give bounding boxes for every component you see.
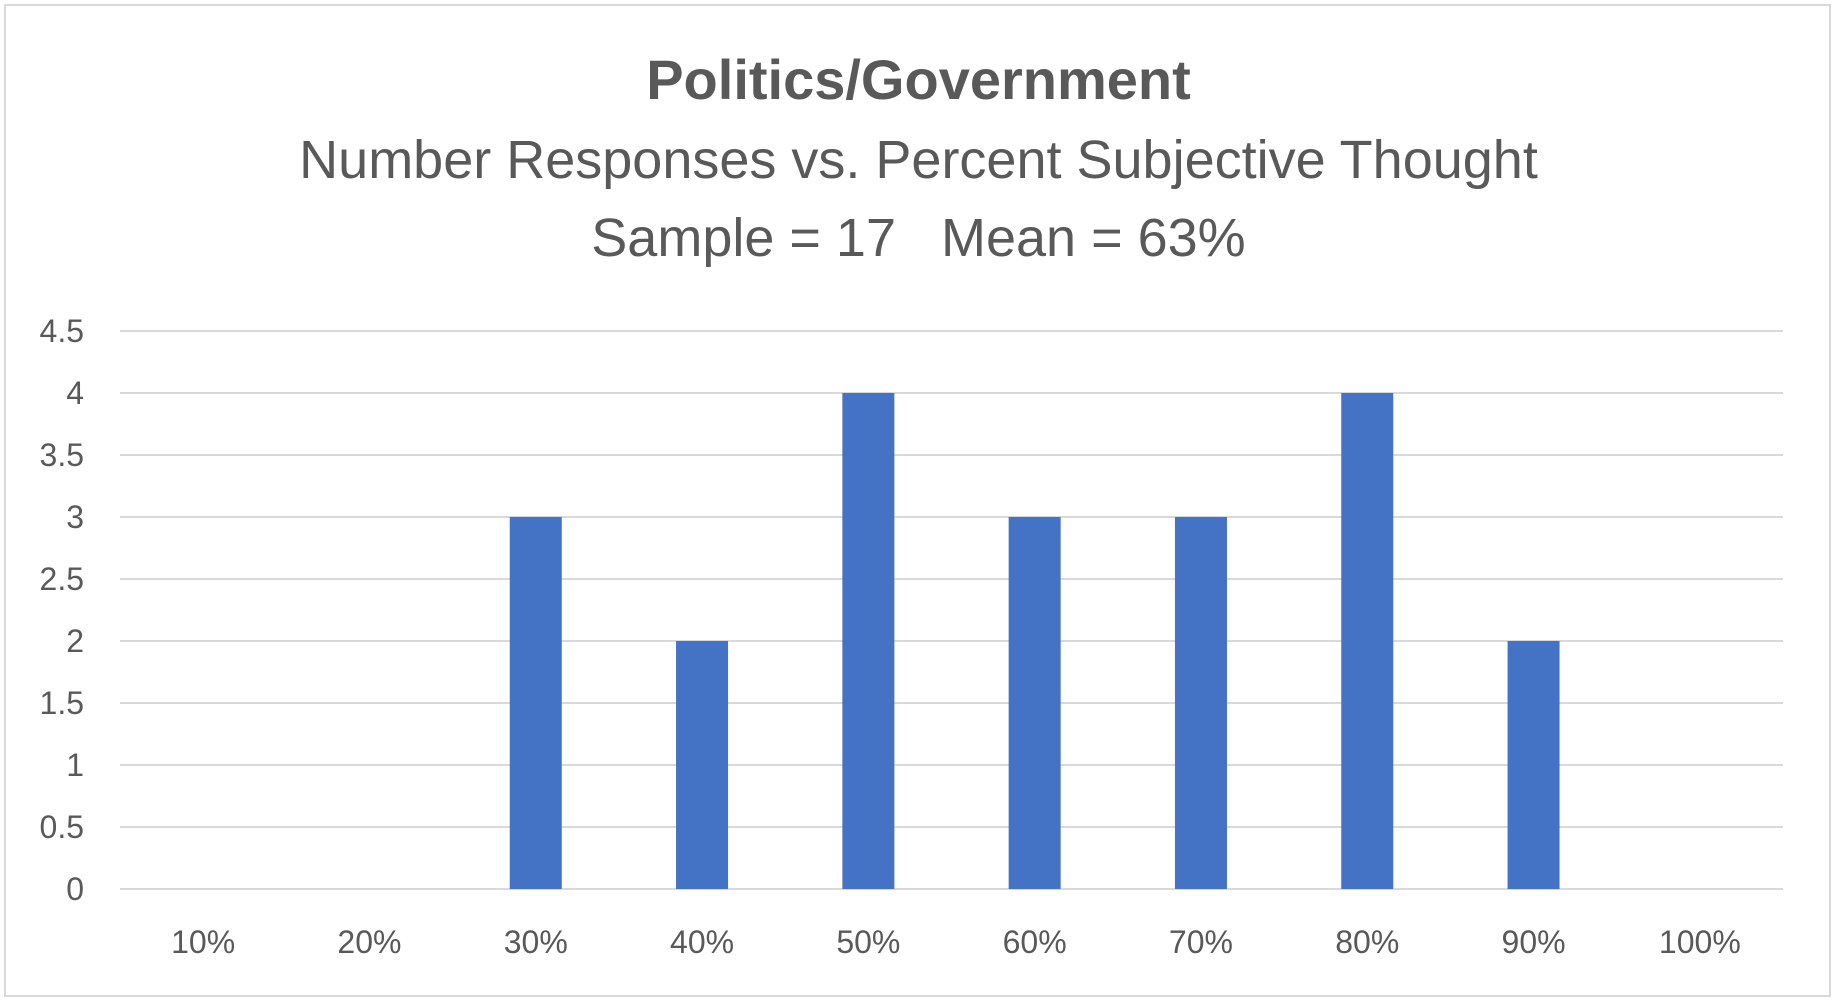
y-tick-label: 2 bbox=[66, 623, 84, 659]
bar-60pct bbox=[1008, 517, 1061, 889]
x-tick-label: 10% bbox=[171, 924, 235, 960]
x-axis-tick-labels: 10% 20% 30% 40% 50% 60% 70% 80% 90% 100% bbox=[171, 924, 1741, 960]
bar-30pct bbox=[509, 517, 562, 889]
y-tick-label: 4.5 bbox=[40, 313, 84, 349]
y-tick-label: 1 bbox=[66, 747, 84, 783]
gridlines bbox=[120, 330, 1783, 890]
bar-90pct bbox=[1507, 641, 1560, 889]
chart-title: Politics/Government bbox=[646, 48, 1191, 111]
x-tick-label: 100% bbox=[1659, 924, 1741, 960]
x-tick-label: 80% bbox=[1335, 924, 1399, 960]
x-tick-label: 70% bbox=[1169, 924, 1233, 960]
bars bbox=[509, 393, 1560, 889]
x-tick-label: 60% bbox=[1003, 924, 1067, 960]
y-tick-label: 0.5 bbox=[40, 809, 84, 845]
x-tick-label: 90% bbox=[1502, 924, 1566, 960]
x-tick-label: 20% bbox=[337, 924, 401, 960]
bar-50pct bbox=[842, 393, 895, 889]
y-tick-label: 0 bbox=[66, 871, 84, 907]
x-tick-label: 50% bbox=[836, 924, 900, 960]
y-axis-tick-labels: 0 0.5 1 1.5 2 2.5 3 3.5 4 4.5 bbox=[40, 313, 84, 907]
y-tick-label: 4 bbox=[66, 375, 84, 411]
bar-40pct bbox=[676, 641, 729, 889]
y-tick-label: 3 bbox=[66, 499, 84, 535]
chart-stats-line: Sample = 17 Mean = 63% bbox=[591, 208, 1246, 268]
bar-80pct bbox=[1341, 393, 1394, 889]
y-tick-label: 2.5 bbox=[40, 561, 84, 597]
chart-titles: Politics/Government Number Responses vs.… bbox=[0, 40, 1837, 276]
y-tick-label: 3.5 bbox=[40, 437, 84, 473]
bar-70pct bbox=[1174, 517, 1227, 889]
x-tick-label: 40% bbox=[670, 924, 734, 960]
chart-subtitle: Number Responses vs. Percent Subjective … bbox=[299, 130, 1538, 190]
y-tick-label: 1.5 bbox=[40, 685, 84, 721]
x-tick-label: 30% bbox=[504, 924, 568, 960]
